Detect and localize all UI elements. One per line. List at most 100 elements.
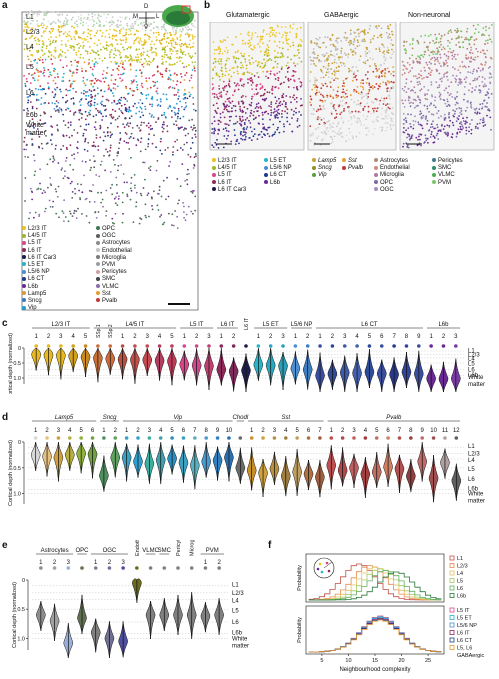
cell-dot — [120, 164, 122, 166]
cell-dot — [44, 129, 47, 132]
cell-dot — [70, 38, 73, 40]
cell-dot — [392, 70, 395, 73]
cell-dot — [332, 130, 334, 133]
cell-dot — [122, 212, 124, 215]
cell-dot — [112, 34, 114, 37]
cell-dot — [32, 77, 34, 79]
cell-dot — [101, 95, 104, 98]
cell-dot — [193, 163, 196, 166]
cell-dot — [414, 115, 416, 118]
layer-label: L2/3 — [468, 353, 480, 359]
cell-dot — [212, 146, 215, 148]
cell-dot — [471, 90, 474, 93]
cell-dot — [277, 56, 279, 59]
cell-dot — [29, 211, 31, 214]
cell-dot — [71, 134, 73, 137]
cell-dot — [389, 125, 392, 128]
cell-dot — [187, 205, 190, 208]
cell-dot — [74, 111, 77, 114]
cell-dot — [248, 39, 251, 42]
cell-dot — [191, 61, 194, 64]
cell-dot — [26, 107, 29, 110]
subtype-label: SSp 2 — [108, 324, 114, 338]
cell-dot — [84, 118, 87, 121]
cell-dot — [352, 43, 355, 46]
cell-dot — [156, 160, 159, 162]
cell-dot — [293, 98, 296, 101]
cell-dot — [142, 161, 145, 164]
cell-dot — [25, 14, 27, 16]
cell-dot — [242, 119, 244, 122]
subtype-label: 3 — [343, 334, 347, 340]
cell-dot — [320, 70, 323, 72]
cell-dot — [136, 60, 139, 63]
cell-dot — [93, 166, 96, 169]
cell-dot — [269, 31, 272, 33]
cell-dot — [471, 119, 473, 121]
legend-item: Pvalb — [96, 298, 132, 305]
cell-dot — [111, 183, 113, 186]
cell-dot — [322, 84, 325, 87]
cell-dot — [247, 82, 249, 84]
subtype-label: 4 — [72, 334, 76, 340]
cell-dot — [179, 29, 182, 32]
legend-swatch — [96, 240, 100, 245]
cell-dot — [117, 73, 120, 76]
cell-dot — [409, 43, 411, 46]
cell-dot — [98, 175, 101, 178]
cell-dot — [408, 63, 411, 66]
cell-dot — [244, 118, 247, 121]
cell-dot — [232, 57, 235, 60]
cell-dot — [128, 18, 131, 20]
cell-dot — [231, 110, 233, 113]
cell-dot — [114, 78, 117, 81]
cell-dot — [69, 212, 72, 215]
cell-dot — [141, 63, 144, 66]
cell-dot — [401, 60, 404, 63]
cell-dot — [173, 94, 176, 96]
subtype-dot — [194, 344, 199, 348]
cell-dot — [97, 79, 99, 81]
cell-dot — [149, 49, 152, 51]
cell-dot — [172, 27, 175, 29]
cell-dot — [82, 32, 85, 35]
cell-dot — [381, 74, 383, 77]
cell-dot — [116, 49, 119, 52]
cell-dot — [446, 105, 448, 108]
cell-dot — [434, 33, 437, 36]
cell-dot — [470, 46, 472, 49]
cell-dot — [190, 56, 193, 59]
cell-dot — [278, 102, 281, 105]
cell-dot — [174, 33, 177, 36]
cell-dot — [230, 75, 233, 78]
subtype-label: 2 — [232, 334, 236, 340]
legend-swatch — [449, 630, 455, 635]
cell-dot — [81, 113, 84, 116]
cell-dot — [443, 125, 446, 128]
cell-dot — [477, 127, 479, 130]
cell-dot — [460, 30, 463, 33]
cell-dot — [27, 101, 29, 104]
cell-dot — [78, 189, 80, 192]
cell-dot — [81, 191, 84, 194]
subtype-dot — [79, 436, 83, 440]
legend-swatch — [22, 284, 26, 289]
cell-dot — [64, 175, 66, 178]
cell-dot — [439, 37, 442, 40]
cell-dot — [92, 74, 95, 77]
legend-label: L6 IT — [28, 247, 42, 254]
cell-dot — [478, 75, 481, 78]
cell-dot — [375, 65, 377, 68]
cell-dot — [138, 110, 141, 113]
cell-dot — [84, 140, 86, 143]
cell-dot — [71, 25, 73, 28]
cell-dot — [459, 111, 461, 114]
subtype-dot — [409, 436, 413, 440]
cell-dot — [176, 50, 179, 52]
cell-dot — [218, 92, 221, 95]
subtype-dot — [45, 436, 49, 440]
cell-dot — [54, 102, 56, 105]
cell-dot — [60, 90, 62, 93]
cell-dot — [76, 183, 79, 185]
cell-dot — [298, 43, 300, 46]
